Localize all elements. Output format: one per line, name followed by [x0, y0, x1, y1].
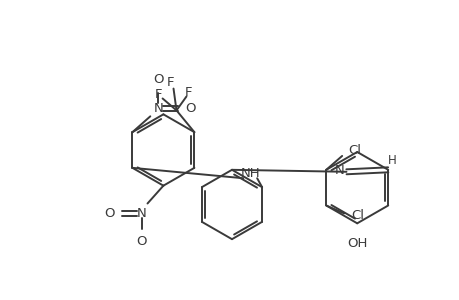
- Text: F: F: [167, 76, 174, 89]
- Text: H: H: [387, 154, 396, 167]
- Text: F: F: [184, 86, 192, 99]
- Text: N: N: [153, 102, 163, 115]
- Text: N: N: [334, 164, 344, 177]
- Text: O: O: [104, 207, 114, 220]
- Text: Cl: Cl: [347, 143, 360, 157]
- Text: O: O: [136, 235, 146, 248]
- Text: O: O: [153, 73, 163, 85]
- Text: NH: NH: [240, 167, 259, 180]
- Text: N: N: [136, 207, 146, 220]
- Text: Cl: Cl: [350, 209, 363, 222]
- Text: O: O: [185, 102, 195, 115]
- Text: F: F: [155, 88, 162, 101]
- Text: OH: OH: [346, 237, 367, 250]
